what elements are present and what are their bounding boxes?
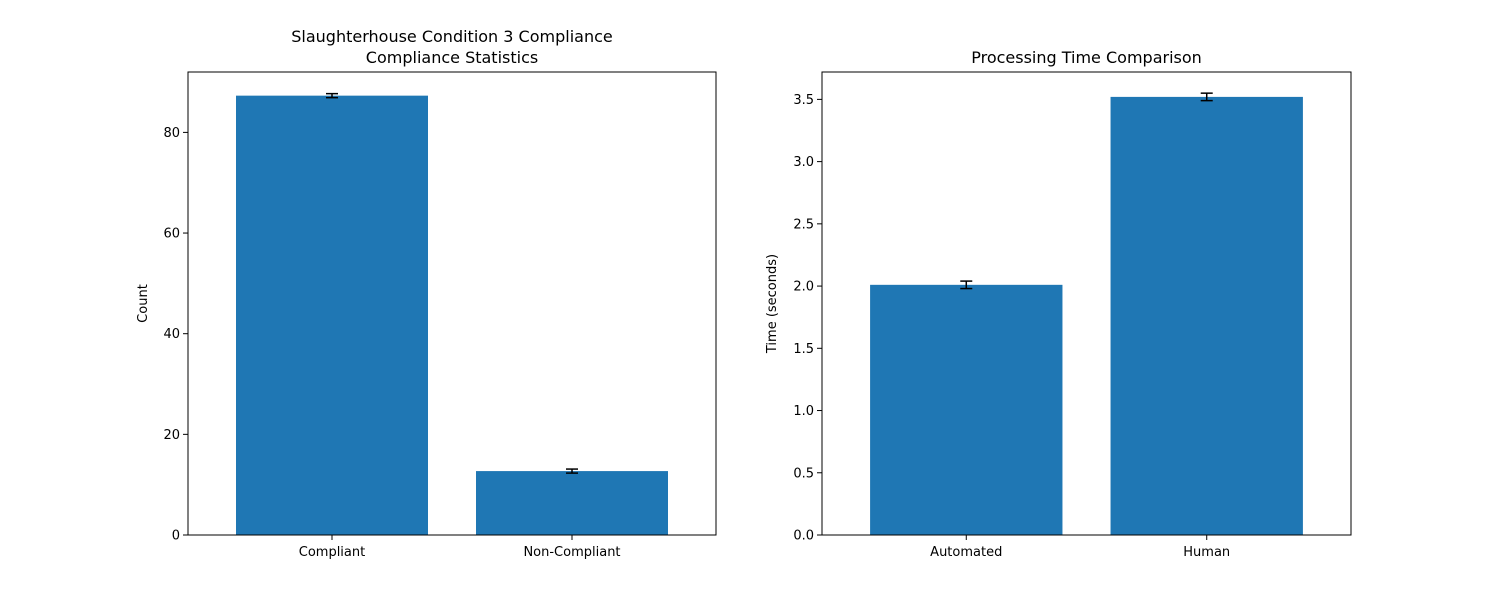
y-tick-label: 1.0 <box>793 404 814 419</box>
y-tick-label: 3.0 <box>793 155 814 170</box>
x-tick-label: Compliant <box>299 545 365 560</box>
axes-frame <box>821 71 1352 536</box>
y-axis-label: Count <box>136 284 151 323</box>
x-tick-label: Non-Compliant <box>523 545 620 560</box>
chart-panel-2: Automated Human 0.0 0.5 1.0 1.5 2.0 2.5 3.0 3.5 Ti… <box>765 48 1352 560</box>
bar-human <box>1110 96 1303 536</box>
error-bar <box>326 92 338 99</box>
chart-title: Slaughterhouse Condition 3 Compliance Com… <box>291 27 612 67</box>
y-tick-label: 20 <box>163 428 180 443</box>
bar-compliant <box>236 95 428 535</box>
axes-frame <box>187 71 717 536</box>
y-tick-label: 60 <box>163 227 180 242</box>
y-tick-label: 3.5 <box>793 93 814 108</box>
error-bar <box>960 280 973 290</box>
bar-non-compliant <box>476 471 668 535</box>
x-tick-label: Human <box>1183 545 1230 560</box>
bar-automated <box>870 284 1063 535</box>
error-bar <box>566 468 578 474</box>
y-tick-label: 2.5 <box>793 217 814 232</box>
y-tick-label: 40 <box>163 327 180 342</box>
chart-panel-1: Compliant Non-Compliant 0 20 40 60 80 Count Slau… <box>136 27 717 560</box>
y-tick-label: 2.0 <box>793 280 814 295</box>
x-tick-label: Automated <box>930 545 1002 560</box>
error-bar <box>1200 92 1213 102</box>
y-tick-label: 80 <box>163 126 180 141</box>
y-tick-label: 0.5 <box>793 466 814 481</box>
y-tick-label: 1.5 <box>793 342 814 357</box>
y-axis-label: Time (seconds) <box>765 254 780 354</box>
y-tick-label: 0.0 <box>793 529 814 544</box>
chart-title: Processing Time Comparison <box>971 48 1202 67</box>
y-tick-label: 0 <box>172 529 180 544</box>
